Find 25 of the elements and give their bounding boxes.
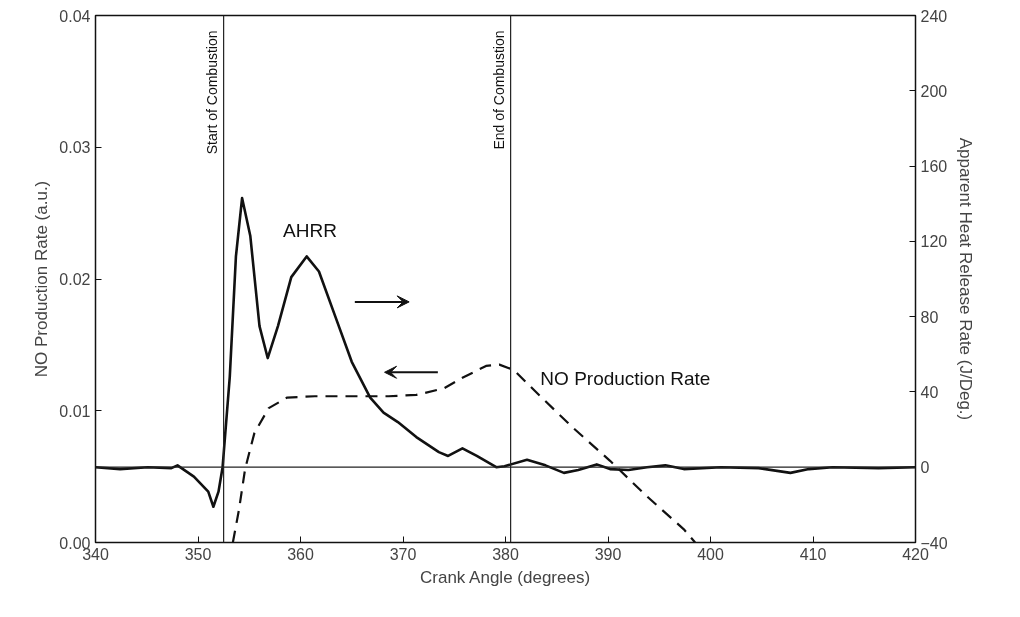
y2-tick-label: 160 bbox=[920, 158, 948, 176]
y2-tick-label: 120 bbox=[920, 233, 948, 251]
y-tick-label: 0.03 bbox=[59, 139, 91, 157]
series-label: AHRR bbox=[283, 219, 337, 241]
ref-line-label: Start of Combustion bbox=[203, 30, 220, 155]
x-tick-label: 400 bbox=[697, 545, 724, 563]
x-tick-label: 370 bbox=[389, 545, 417, 563]
x-tick-label: 390 bbox=[594, 545, 622, 563]
y-tick-label: 0.02 bbox=[59, 271, 91, 288]
y2-axis-title: Apparent Heat Release Rate (J/Deg.) bbox=[955, 137, 975, 421]
ref-line-label: End of Combustion bbox=[490, 30, 507, 150]
y-tick-label: 0.01 bbox=[59, 402, 91, 420]
x-tick-label: 350 bbox=[184, 545, 212, 563]
y2-tick-label: 80 bbox=[920, 308, 939, 326]
x-axis-title: Crank Angle (degrees) bbox=[419, 567, 591, 587]
y-tick-label: 0.04 bbox=[59, 7, 91, 25]
y2-tick-label: 200 bbox=[920, 82, 948, 100]
series-label: NO Production Rate bbox=[540, 368, 711, 390]
y2-tick-label: 240 bbox=[920, 7, 948, 25]
y2-tick-label: 0 bbox=[920, 459, 930, 477]
x-tick-label: 360 bbox=[287, 545, 314, 563]
x-tick-label: 380 bbox=[492, 545, 519, 563]
y2-tick-label: 40 bbox=[920, 383, 939, 401]
x-tick-label: 410 bbox=[799, 545, 827, 563]
y-axis-title: NO Production Rate (a.u.) bbox=[32, 180, 52, 378]
